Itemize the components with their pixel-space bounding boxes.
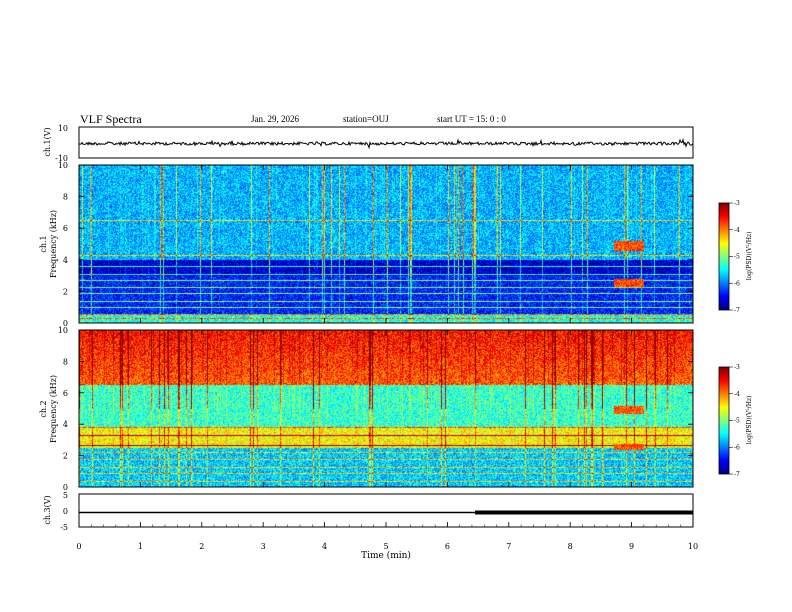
station-label: station=OUJ [343,114,389,124]
ch1-spectrogram-panel: 0 2 4 6 8 10 ch.1 Frequency (kHz) [39,161,694,328]
x-tick-label-4: 4 [322,542,327,551]
ch2-cbar-label-4: -7 [734,471,740,478]
ch1-spec-ytick-label-0: 0 [63,319,68,328]
x-tick-label-9: 9 [629,542,634,551]
ch1-spec-ytick-label-3: 6 [63,224,68,233]
ch1-colorbar-gradient [719,203,729,310]
ch2-spec-ytick-label-3: 6 [63,389,68,398]
chart-title: VLF Spectra [80,112,142,126]
ch1-ytick-top: 10 [58,124,68,133]
ch1-waveform-panel: 10 -10 ch.1(V) [43,124,694,163]
x-axis-label: Time (min) [361,550,411,561]
ch1-waveform-trace [78,137,694,150]
x-tick-label-2: 2 [199,542,204,551]
ch2-colorbar: -3 -4 -5 -6 -7 log(PSD)(V²/Hz) [718,364,753,478]
ch2-cbar-label-3: -6 [734,444,740,451]
x-tick-label-7: 7 [506,542,511,551]
ch1-cbar-label-2: -5 [734,254,740,261]
ch1-cbar-label-1: -4 [734,227,740,234]
x-tick-label-1: 1 [138,542,143,551]
start-ut-label: start UT = 15: 0 : 0 [437,114,506,124]
ch3-ytick-0: 0 [63,507,68,516]
ch1-cbar-label-0: -3 [734,200,740,207]
x-tick-label-3: 3 [261,542,266,551]
ch1-colorbar-label: log(PSD)(V²/Hz) [746,232,753,281]
ch2-spec-ylabel-1: ch.2 [39,400,48,417]
date-label: Jan. 29, 2026 [251,114,299,124]
ch1-spec-ytick-label-5: 10 [58,161,68,170]
x-tick-label-10: 10 [688,542,698,551]
ch1-waveform-frame [78,126,694,159]
ch2-spec-ytick-label-0: 0 [63,483,68,492]
ch1-colorbar: -3 -4 -5 -6 -7 log(PSD)(V²/Hz) [718,200,753,314]
ch1-spec-ytick-label-1: 2 [63,287,68,296]
ch2-spec-ytick-label-5: 10 [58,326,68,335]
ch1-spec-ytick-label-4: 8 [63,193,68,202]
x-tick-label-0: 0 [76,542,81,551]
ch2-spec-ylabel-2: Frequency (kHz) [49,375,58,443]
ch3-ytick-neg5: -5 [60,523,68,532]
ch1-cbar-label-4: -7 [734,307,740,314]
ch2-spectrogram-panel: 0 2 4 6 8 10 ch.2 Frequency (kHz) [39,326,694,492]
ch2-colorbar-label: log(PSD)(V²/Hz) [746,396,753,445]
ch3-ytick-5: 5 [63,491,68,500]
ch2-colorbar-gradient [719,367,729,474]
x-tick-label-5: 5 [383,542,388,551]
ch3-ylabel: ch.3(V) [43,495,52,524]
ch2-cbar-label-0: -3 [734,364,740,371]
ch1-spectrogram [79,165,693,323]
ch1-ylabel: ch.1(V) [43,127,52,156]
ch1-ytick-bottom: -10 [55,154,68,163]
ch2-spectrogram [79,330,693,487]
ch2-cbar-label-2: -5 [734,418,740,425]
ch3-panel: 5 0 -5 ch.3(V) 0 1 2 3 4 5 6 7 8 9 10 Time (min) [43,491,698,561]
ch2-spec-ytick-label-4: 8 [63,357,68,366]
ch1-spec-ylabel-1: ch.1 [39,235,48,252]
x-tick-label-8: 8 [568,542,573,551]
ch2-cbar-label-1: -4 [734,391,740,398]
x-tick-label-6: 6 [445,542,450,551]
ch2-spec-ytick-label-2: 4 [63,420,68,429]
ch1-cbar-label-3: -6 [734,280,740,287]
ch1-spec-ytick-label-2: 4 [63,256,68,265]
ch2-spec-ytick-label-1: 2 [63,452,68,461]
ch1-spec-ylabel-2: Frequency (kHz) [49,210,58,278]
